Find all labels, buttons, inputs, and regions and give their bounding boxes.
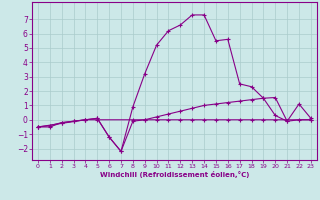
X-axis label: Windchill (Refroidissement éolien,°C): Windchill (Refroidissement éolien,°C) (100, 171, 249, 178)
